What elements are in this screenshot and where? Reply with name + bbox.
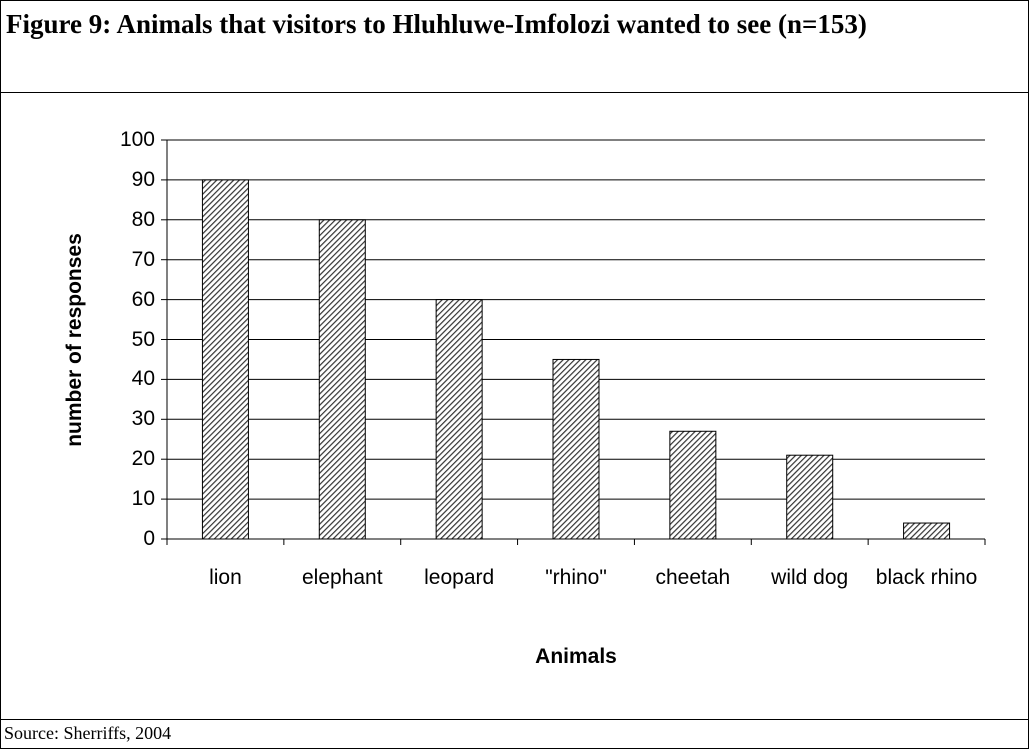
y-tick-label: 90	[131, 167, 155, 191]
x-axis-title: Animals	[535, 645, 617, 668]
bar	[435, 299, 483, 540]
y-tick-label: 30	[131, 407, 155, 431]
x-tick-label: leopard	[424, 566, 495, 589]
y-tick-label: 40	[131, 367, 155, 391]
source: Source: Sherriffs, 2004	[4, 723, 172, 743]
x-tick-label: cheetah	[655, 566, 731, 589]
x-tick-label: "rhino"	[545, 566, 607, 589]
y-tick-label: 50	[131, 327, 155, 351]
title-rule	[0, 92, 1029, 93]
bar	[552, 358, 600, 540]
figure-title: Figure 9: Animals that visitors to Hluhl…	[6, 9, 867, 39]
x-tick-label: lion	[209, 566, 242, 589]
source-rule	[0, 719, 1029, 720]
bar	[318, 219, 366, 540]
y-tick-label: 20	[131, 447, 155, 471]
x-tick-label: wild dog	[771, 566, 849, 589]
bar	[903, 522, 951, 540]
y-axis-title: number of responses	[63, 233, 86, 447]
bar	[201, 179, 249, 540]
y-tick-label: 70	[131, 247, 155, 271]
bar	[669, 430, 717, 540]
y-tick-label: 80	[131, 207, 155, 231]
y-tick-label: 10	[131, 487, 155, 511]
x-tick-label: elephant	[301, 566, 383, 589]
x-tick-label: black rhino	[875, 566, 978, 589]
bar	[786, 454, 834, 540]
y-tick-label: 100	[119, 128, 155, 151]
y-tick-label: 0	[143, 527, 155, 550]
y-tick-label: 60	[131, 287, 155, 311]
